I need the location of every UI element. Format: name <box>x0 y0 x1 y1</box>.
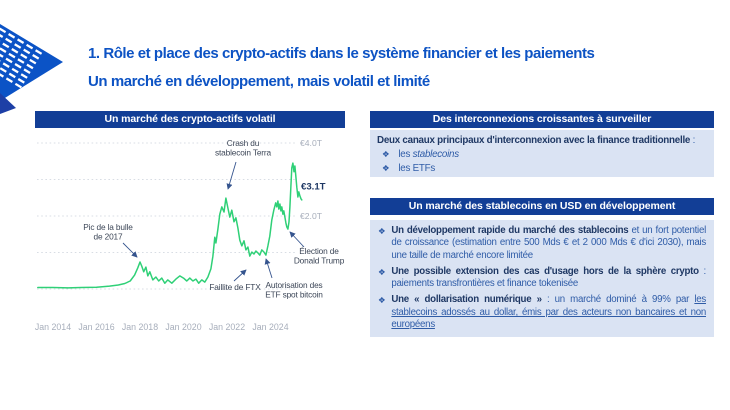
list-item: ❖ les stablecoins <box>377 148 707 161</box>
chart-annotation-label: ETF spot bitcoin <box>265 290 323 300</box>
interconnections-intro-colon: : <box>690 135 696 146</box>
slide-title-line2: Un marché en développement, mais volatil… <box>88 73 430 90</box>
x-axis-tick-label: Jan 2016 <box>78 322 114 332</box>
interconnections-header: Des interconnexions croissantes à survei… <box>370 111 714 128</box>
list-item: ❖ les ETFs <box>377 162 707 175</box>
bullet-point-text: Un développement rapide du marché des st… <box>391 225 706 261</box>
stablecoins-usd-header: Un marché des stablecoins en USD en déve… <box>370 198 714 215</box>
chart-annotation-label: Autorisation des <box>265 280 322 290</box>
stablecoins-usd-box: ❖ Un développement rapide du marché des s… <box>370 220 714 337</box>
diamond-bullet-icon: ❖ <box>382 149 390 159</box>
chart-annotation-label: stablecoin Terra <box>215 148 272 158</box>
annotation-arrow-icon <box>289 231 305 248</box>
bullet-point: ❖ Une possible extension des cas d'usage … <box>378 266 706 291</box>
bullet-point: ❖ Un développement rapide du marché des s… <box>378 225 706 262</box>
annotation-arrow-icon <box>122 242 138 258</box>
chart-annotation-label: Faillite de FTX <box>209 282 261 292</box>
annotation-arrow-icon <box>264 258 273 279</box>
crypto-market-chart: €4.0T €3.1T €2.0T Jan 2014 Jan 2016 Jan 2018 J… <box>35 138 345 332</box>
annotation-arrow-icon <box>233 269 247 282</box>
bullet-point-text: Une « dollarisation numérique » : un mar… <box>391 294 706 331</box>
bdf-logo-arrow-icon <box>0 24 63 114</box>
title-block: 1. Rôle et place des crypto-actifs dans … <box>88 44 728 91</box>
list-item-label: les stablecoins <box>398 149 459 160</box>
interconnections-intro: Deux canaux principaux d'interconnexion … <box>377 134 707 147</box>
interconnections-box: Deux canaux principaux d'interconnexion … <box>370 130 714 177</box>
x-axis-tick-label: Jan 2022 <box>209 322 245 332</box>
y-axis-latest-value-label: €3.1T <box>301 182 326 193</box>
diamond-bullet-icon: ❖ <box>378 266 386 277</box>
annotation-arrow-icon <box>226 161 237 190</box>
chart-annotation-label: de 2017 <box>94 232 123 242</box>
diamond-bullet-icon: ❖ <box>378 295 386 306</box>
chart-annotation-label: Pic de la bulle <box>83 222 133 232</box>
chart-annotation-label: Crash du <box>227 138 260 148</box>
diamond-bullet-icon: ❖ <box>382 163 390 173</box>
x-axis-tick-label: Jan 2014 <box>35 322 71 332</box>
x-axis-tick-label: Jan 2024 <box>252 322 288 332</box>
bullet-point: ❖ Une « dollarisation numérique » : un ma… <box>378 294 706 331</box>
x-axis-tick-label: Jan 2020 <box>165 322 201 332</box>
chart-annotation-label: Donald Trump <box>294 256 345 266</box>
x-axis-tick-label: Jan 2018 <box>122 322 158 332</box>
list-item-label: les ETFs <box>398 163 436 174</box>
diamond-bullet-icon: ❖ <box>378 226 386 236</box>
y-axis-tick-label: €4.0T <box>300 138 323 148</box>
interconnection-list: ❖ les stablecoins ❖ les ETFs <box>377 148 707 175</box>
slide-title-line1: 1. Rôle et place des crypto-actifs dans … <box>88 45 595 62</box>
bullet-point-text: Une possible extension des cas d'usage h… <box>391 265 706 290</box>
chart-annotation-label: Élection de <box>299 246 339 256</box>
market-cap-line <box>37 162 303 289</box>
y-axis-tick-label: €2.0T <box>300 211 323 221</box>
left-panel-header: Un marché des crypto-actifs volatil <box>35 111 345 128</box>
interconnections-intro-bold: Deux canaux principaux d'interconnexion … <box>377 135 691 146</box>
